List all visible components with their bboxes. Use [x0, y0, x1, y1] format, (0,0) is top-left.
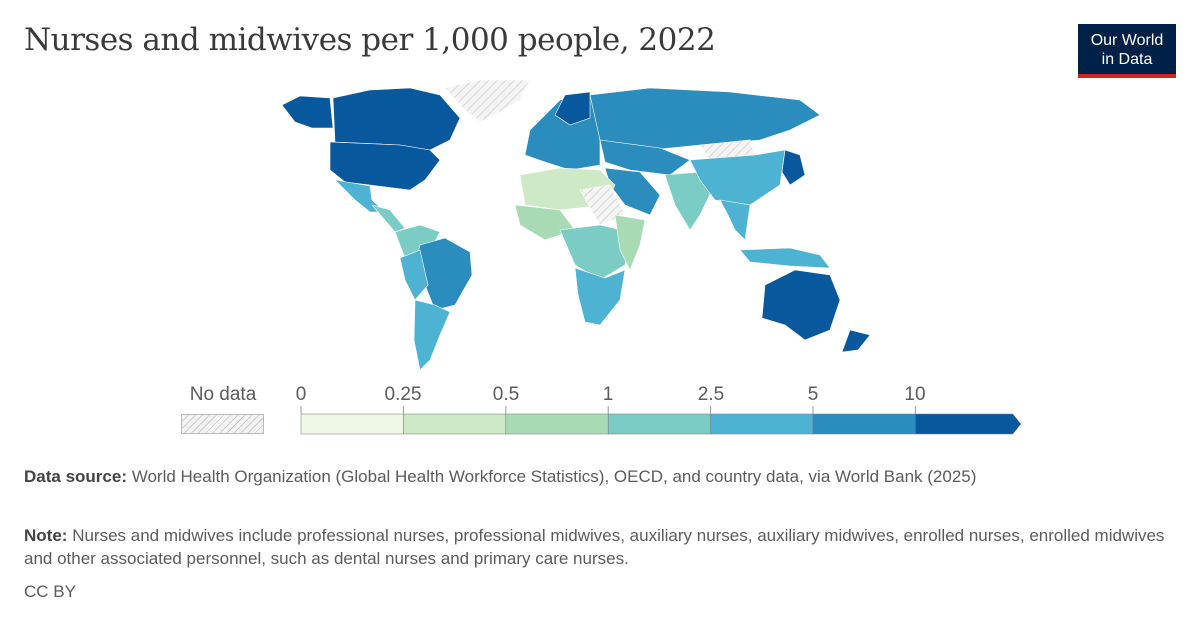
logo-line1: Our World [1090, 32, 1164, 49]
canada[interactable] [332, 87, 461, 151]
legend-tick-4: 2.5 [697, 384, 725, 405]
west-africa[interactable] [514, 204, 576, 241]
legend-tick-6: 10 [904, 384, 926, 405]
legend-bin-6[interactable] [915, 413, 1022, 435]
legend-bin-1[interactable] [403, 413, 507, 435]
logo-line2: in Data [1101, 51, 1153, 68]
new-zealand[interactable] [841, 329, 871, 353]
indonesia[interactable] [739, 247, 831, 269]
russia[interactable] [589, 87, 821, 151]
central-africa[interactable] [559, 224, 631, 281]
note: Note: Nurses and midwives include profes… [24, 524, 1174, 570]
legend-tick-1: 0.25 [384, 384, 422, 405]
central-america[interactable] [371, 204, 406, 233]
east-africa[interactable] [614, 214, 646, 271]
note-text: Nurses and midwives include professional… [24, 526, 1165, 568]
legend-tick-3: 1 [602, 384, 614, 405]
peru-bolivia[interactable] [399, 249, 429, 301]
southeast-asia[interactable] [719, 199, 751, 241]
note-label: Note: [24, 526, 68, 545]
owid-logo[interactable]: Our World in Data [1078, 24, 1176, 78]
nordics[interactable] [554, 91, 591, 126]
data-source: Data source: World Health Organization (… [24, 465, 1154, 488]
sahel[interactable] [579, 184, 626, 226]
australia[interactable] [761, 269, 841, 341]
legend-no-data-swatch [181, 414, 264, 434]
legend-bins [300, 406, 1022, 435]
china[interactable] [689, 149, 786, 206]
southern-africa[interactable] [574, 267, 626, 326]
source-text: World Health Organization (Global Health… [131, 467, 977, 486]
legend-bin-5[interactable] [812, 413, 916, 435]
license: CC BY [24, 582, 76, 601]
legend-bin-3[interactable] [607, 413, 711, 435]
japan-korea[interactable] [781, 149, 806, 186]
legend-bin-4[interactable] [710, 413, 814, 435]
legend-bin-2[interactable] [505, 413, 609, 435]
world-map[interactable] [0, 0, 1200, 380]
source-label: Data source: [24, 467, 127, 486]
legend-no-data-label: No data [189, 384, 257, 405]
legend-bin-0[interactable] [300, 413, 404, 435]
legend-tick-2: 0.5 [492, 384, 520, 405]
legend-tick-5: 5 [807, 384, 819, 405]
chart-title: Nurses and midwives per 1,000 people, 20… [24, 22, 716, 58]
argentina-chile[interactable] [413, 299, 451, 371]
color-legend: No data 0 0.25 0.5 1 2.5 5 10 [0, 380, 1200, 440]
legend-tick-0: 0 [295, 384, 307, 405]
greenland[interactable] [444, 79, 531, 123]
alaska[interactable] [281, 95, 334, 129]
usa[interactable] [329, 141, 441, 191]
